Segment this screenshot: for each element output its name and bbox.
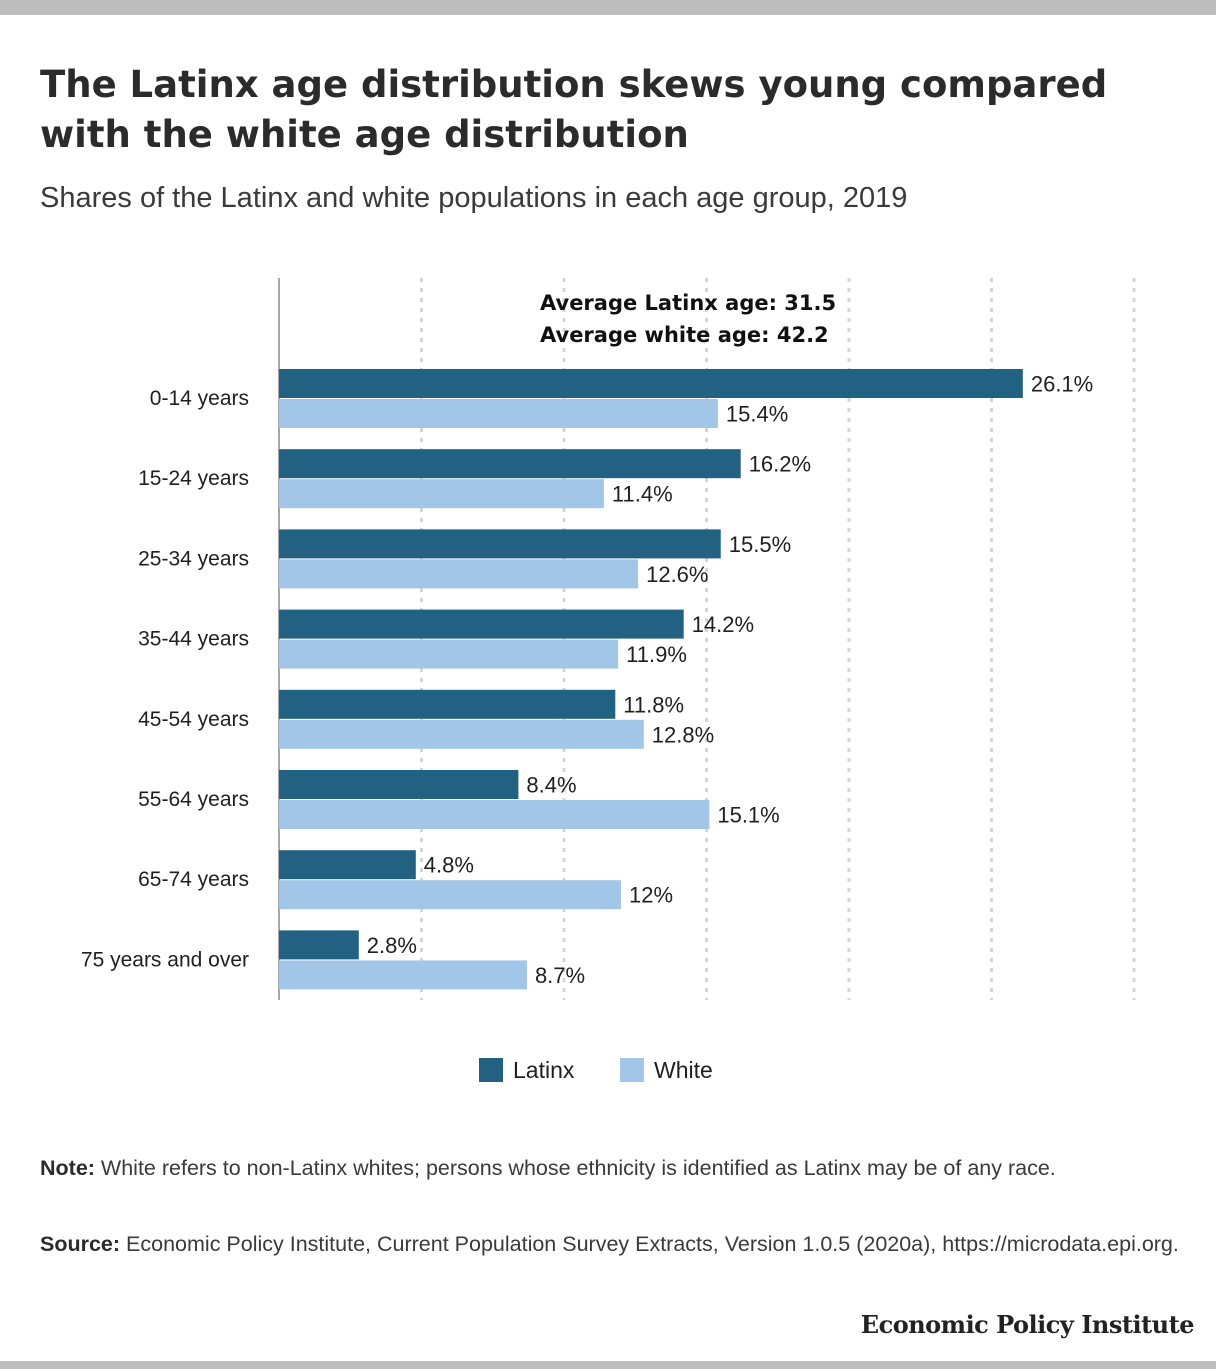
gridlines bbox=[420, 278, 1136, 1000]
category-label: 25-34 years bbox=[138, 547, 249, 570]
brand-logo: Economic Policy Institute bbox=[860, 1310, 1195, 1339]
bar-white bbox=[279, 960, 527, 990]
note-text: White refers to non-Latinx whites; perso… bbox=[100, 1156, 1056, 1180]
value-label-white: 12.6% bbox=[646, 562, 708, 587]
legend-item-latinx: Latinx bbox=[479, 1053, 574, 1087]
value-label-latinx: 16.2% bbox=[749, 452, 811, 477]
category-label: 45-54 years bbox=[138, 708, 249, 731]
category-label: 0-14 years bbox=[150, 387, 249, 410]
value-label-latinx: 4.8% bbox=[424, 853, 474, 878]
value-label-white: 11.4% bbox=[612, 482, 673, 507]
category-label: 35-44 years bbox=[138, 628, 249, 651]
bar-latinx bbox=[279, 609, 684, 639]
value-label-white: 12% bbox=[629, 883, 673, 908]
value-label-latinx: 15.5% bbox=[729, 532, 791, 557]
value-labels: 26.1% 15.4% 16.2% 11.4% 15.5% 12.6% 14.2%11.9%… bbox=[367, 372, 1093, 988]
bar-white bbox=[279, 479, 604, 509]
legend-label-latinx: Latinx bbox=[513, 1056, 575, 1083]
annotation-text: Average Latinx age: 31.5 bbox=[540, 291, 836, 315]
category-labels: 0-14 years 15-24 years 25-34 years 35-44 ye… bbox=[81, 387, 249, 971]
source-text: Economic Policy Institute, Current Popul… bbox=[126, 1232, 1179, 1256]
legend: Latinx White bbox=[0, 1053, 1216, 1087]
value-label-latinx: 2.8% bbox=[367, 933, 417, 958]
note-label: Note: bbox=[40, 1156, 95, 1180]
value-label-latinx: 14.2% bbox=[692, 612, 754, 637]
bar-latinx bbox=[279, 529, 721, 559]
value-label-white: 15.1% bbox=[717, 803, 779, 828]
value-label-white: 12.8% bbox=[652, 722, 714, 747]
legend-swatch-latinx bbox=[479, 1058, 503, 1082]
bar-white bbox=[279, 719, 644, 749]
bar-latinx bbox=[279, 369, 1023, 398]
bar-white bbox=[279, 399, 718, 428]
annotation-text: Average white age: 42.2 bbox=[540, 323, 829, 347]
chart-note: Note: White refers to non-Latinx whites;… bbox=[40, 1152, 1180, 1184]
legend-label-white: White bbox=[654, 1056, 713, 1083]
value-label-latinx: 8.4% bbox=[526, 773, 576, 798]
top-border bbox=[0, 0, 1216, 15]
value-label-white: 15.4% bbox=[726, 402, 788, 427]
value-label-latinx: 11.8% bbox=[623, 692, 684, 717]
bar-white bbox=[279, 880, 621, 910]
source-label: Source: bbox=[40, 1232, 121, 1256]
bar-chart: Average Latinx age: 31.5 Average white ag… bbox=[81, 278, 1136, 1000]
category-label: 15-24 years bbox=[138, 467, 249, 490]
bottom-border bbox=[0, 1361, 1216, 1369]
category-label: 65-74 years bbox=[138, 868, 249, 891]
bar-latinx bbox=[279, 930, 359, 960]
chart-subtitle: Shares of the Latinx and white populatio… bbox=[40, 182, 908, 214]
chart-source: Source: Economic Policy Institute, Curre… bbox=[40, 1228, 1180, 1260]
chart-title: The Latinx age distribution skews young … bbox=[40, 63, 1108, 156]
bar-white bbox=[279, 800, 710, 829]
bar-latinx bbox=[279, 850, 416, 880]
value-label-white: 11.9% bbox=[626, 642, 687, 667]
category-label: 55-64 years bbox=[138, 788, 249, 811]
value-label-white: 8.7% bbox=[535, 963, 585, 988]
bar-white bbox=[279, 639, 619, 669]
bar-white bbox=[279, 559, 639, 589]
value-label-latinx: 26.1% bbox=[1031, 372, 1093, 397]
legend-item-white: White bbox=[620, 1053, 713, 1087]
category-label: 75 years and over bbox=[81, 948, 249, 971]
annotations: Average Latinx age: 31.5 Average white ag… bbox=[540, 291, 836, 347]
bar-latinx bbox=[279, 689, 616, 719]
legend-swatch-white bbox=[620, 1058, 644, 1082]
bar-latinx bbox=[279, 449, 741, 479]
bar-latinx bbox=[279, 770, 519, 799]
bars bbox=[279, 369, 1023, 990]
